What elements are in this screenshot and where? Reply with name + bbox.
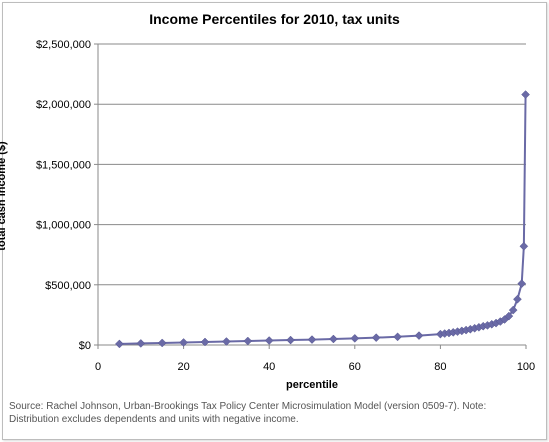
data-point [222, 337, 231, 346]
data-point [521, 90, 530, 99]
data-point [517, 279, 527, 288]
data-point [393, 332, 402, 342]
data-point [136, 339, 146, 348]
y-tick-label: $1,000,000 [36, 220, 91, 232]
gridlines [98, 43, 526, 286]
data-point [264, 336, 274, 345]
chart-title: Income Percentiles for 2010, tax units [149, 11, 400, 27]
data-point [286, 335, 295, 345]
data-point [414, 331, 424, 340]
y-tick-label: $2,500,000 [36, 39, 91, 51]
data-point [508, 305, 518, 315]
x-tick-labels: 0 20 40 60 80 100 [95, 361, 535, 373]
data-point [179, 338, 188, 347]
data-point [350, 334, 360, 343]
data-point [371, 333, 381, 343]
data-point [329, 334, 338, 344]
y-tick-labels: $0 $500,000 $1,000,000 $1,500,000 $2,000,000… [36, 39, 91, 352]
source-note: Source: Rachel Johnson, Urban-Brookings … [9, 401, 487, 425]
series-line [119, 94, 527, 345]
x-tick-label: 60 [349, 361, 361, 373]
data-point [519, 241, 529, 251]
axes [94, 43, 527, 349]
y-tick-label: $0 [79, 340, 91, 352]
x-tick-label: 100 [517, 361, 535, 373]
y-tick-label: $1,500,000 [36, 159, 91, 171]
data-point [115, 339, 124, 349]
data-point [504, 311, 514, 321]
data-point [157, 338, 167, 348]
series-income [115, 90, 530, 349]
x-tick-label: 80 [434, 361, 446, 373]
data-point [200, 337, 210, 347]
x-tick-label: 40 [263, 361, 275, 373]
x-tick-label: 20 [177, 361, 189, 373]
y-tick-label: $2,000,000 [36, 99, 91, 111]
data-point [243, 336, 253, 346]
x-axis-label: percentile [286, 379, 338, 391]
data-point [307, 335, 317, 344]
data-point [513, 294, 522, 304]
x-tick-label: 0 [95, 361, 101, 373]
y-tick-label: $500,000 [45, 280, 91, 292]
